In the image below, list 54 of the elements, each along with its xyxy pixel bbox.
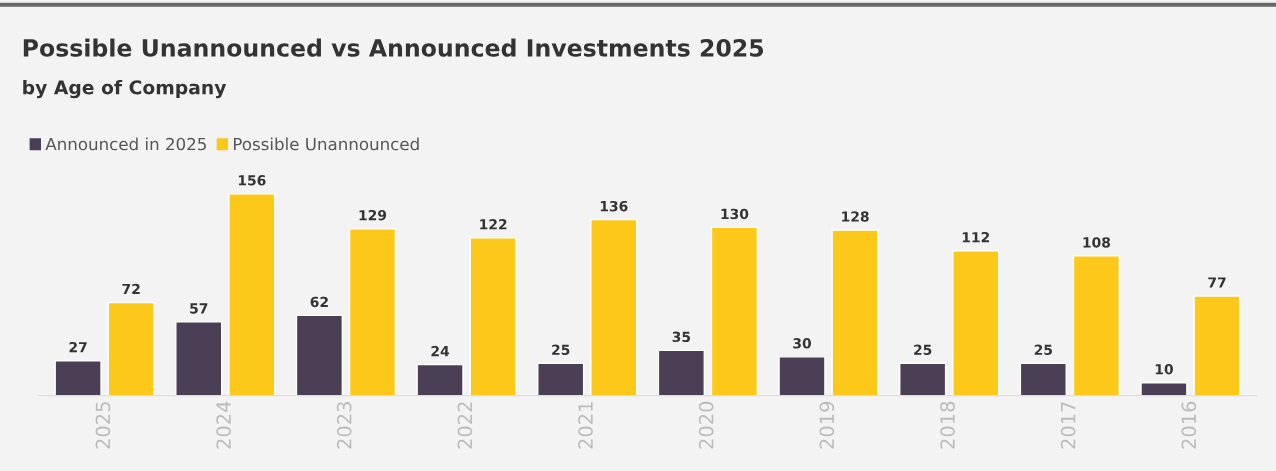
- bar: [590, 218, 638, 396]
- data-label: 24: [431, 345, 450, 357]
- data-label: 35: [672, 331, 691, 343]
- x-tick-label: 2024: [216, 401, 231, 449]
- data-label: 128: [842, 211, 869, 222]
- x-tick-label: 2025: [95, 402, 111, 449]
- legend-label: Possible Unannounced: [234, 137, 419, 151]
- data-label: 62: [310, 296, 328, 308]
- data-label: 156: [238, 175, 266, 186]
- data-label: 130: [721, 208, 749, 220]
- bar: [416, 363, 464, 396]
- x-tick-label: 2021: [578, 402, 593, 449]
- data-label: 112: [962, 231, 990, 243]
- data-label: 30: [793, 338, 811, 349]
- bar: [952, 250, 1000, 396]
- x-tick-label: 2016: [1181, 401, 1197, 449]
- x-tick-label: 2018: [940, 401, 955, 449]
- bar: [1193, 295, 1241, 396]
- data-label: 25: [1034, 344, 1052, 356]
- bar: [175, 321, 223, 396]
- data-label: 122: [480, 219, 507, 230]
- bar: [1140, 382, 1188, 396]
- bar: [1072, 255, 1121, 396]
- data-label: 72: [122, 283, 140, 295]
- data-label: 136: [600, 200, 628, 212]
- bar: [1019, 362, 1067, 396]
- bar: [831, 229, 879, 396]
- data-label: 108: [1083, 237, 1111, 248]
- bar: [469, 237, 517, 396]
- bar: [107, 301, 155, 396]
- data-label: 129: [359, 209, 387, 221]
- data-label: 77: [1208, 277, 1226, 288]
- x-tick-label: 2020: [698, 401, 714, 449]
- bar: [54, 360, 102, 396]
- bar: [778, 356, 826, 396]
- legend-label: Announced in 2025: [45, 137, 206, 151]
- bar: [228, 193, 276, 396]
- data-label: 57: [190, 303, 208, 314]
- chart-subtitle: by Age of Company: [23, 79, 227, 99]
- bar: [348, 228, 397, 396]
- bar: [710, 226, 759, 396]
- bar: [295, 314, 344, 396]
- x-tick-label: 2019: [819, 401, 835, 449]
- chart-title: Possible Unannounced vs Announced Investments 2025: [23, 38, 764, 57]
- x-tick-label: 2023: [336, 402, 352, 449]
- data-label: 10: [1155, 363, 1173, 375]
- data-label: 27: [69, 341, 87, 353]
- data-label: 25: [914, 344, 932, 356]
- x-tick-label: 2017: [1060, 402, 1076, 449]
- x-tick-label: 2022: [457, 402, 473, 449]
- bar: [657, 349, 705, 396]
- bar: [537, 362, 585, 396]
- data-label: 25: [552, 344, 570, 356]
- bar: [899, 362, 947, 396]
